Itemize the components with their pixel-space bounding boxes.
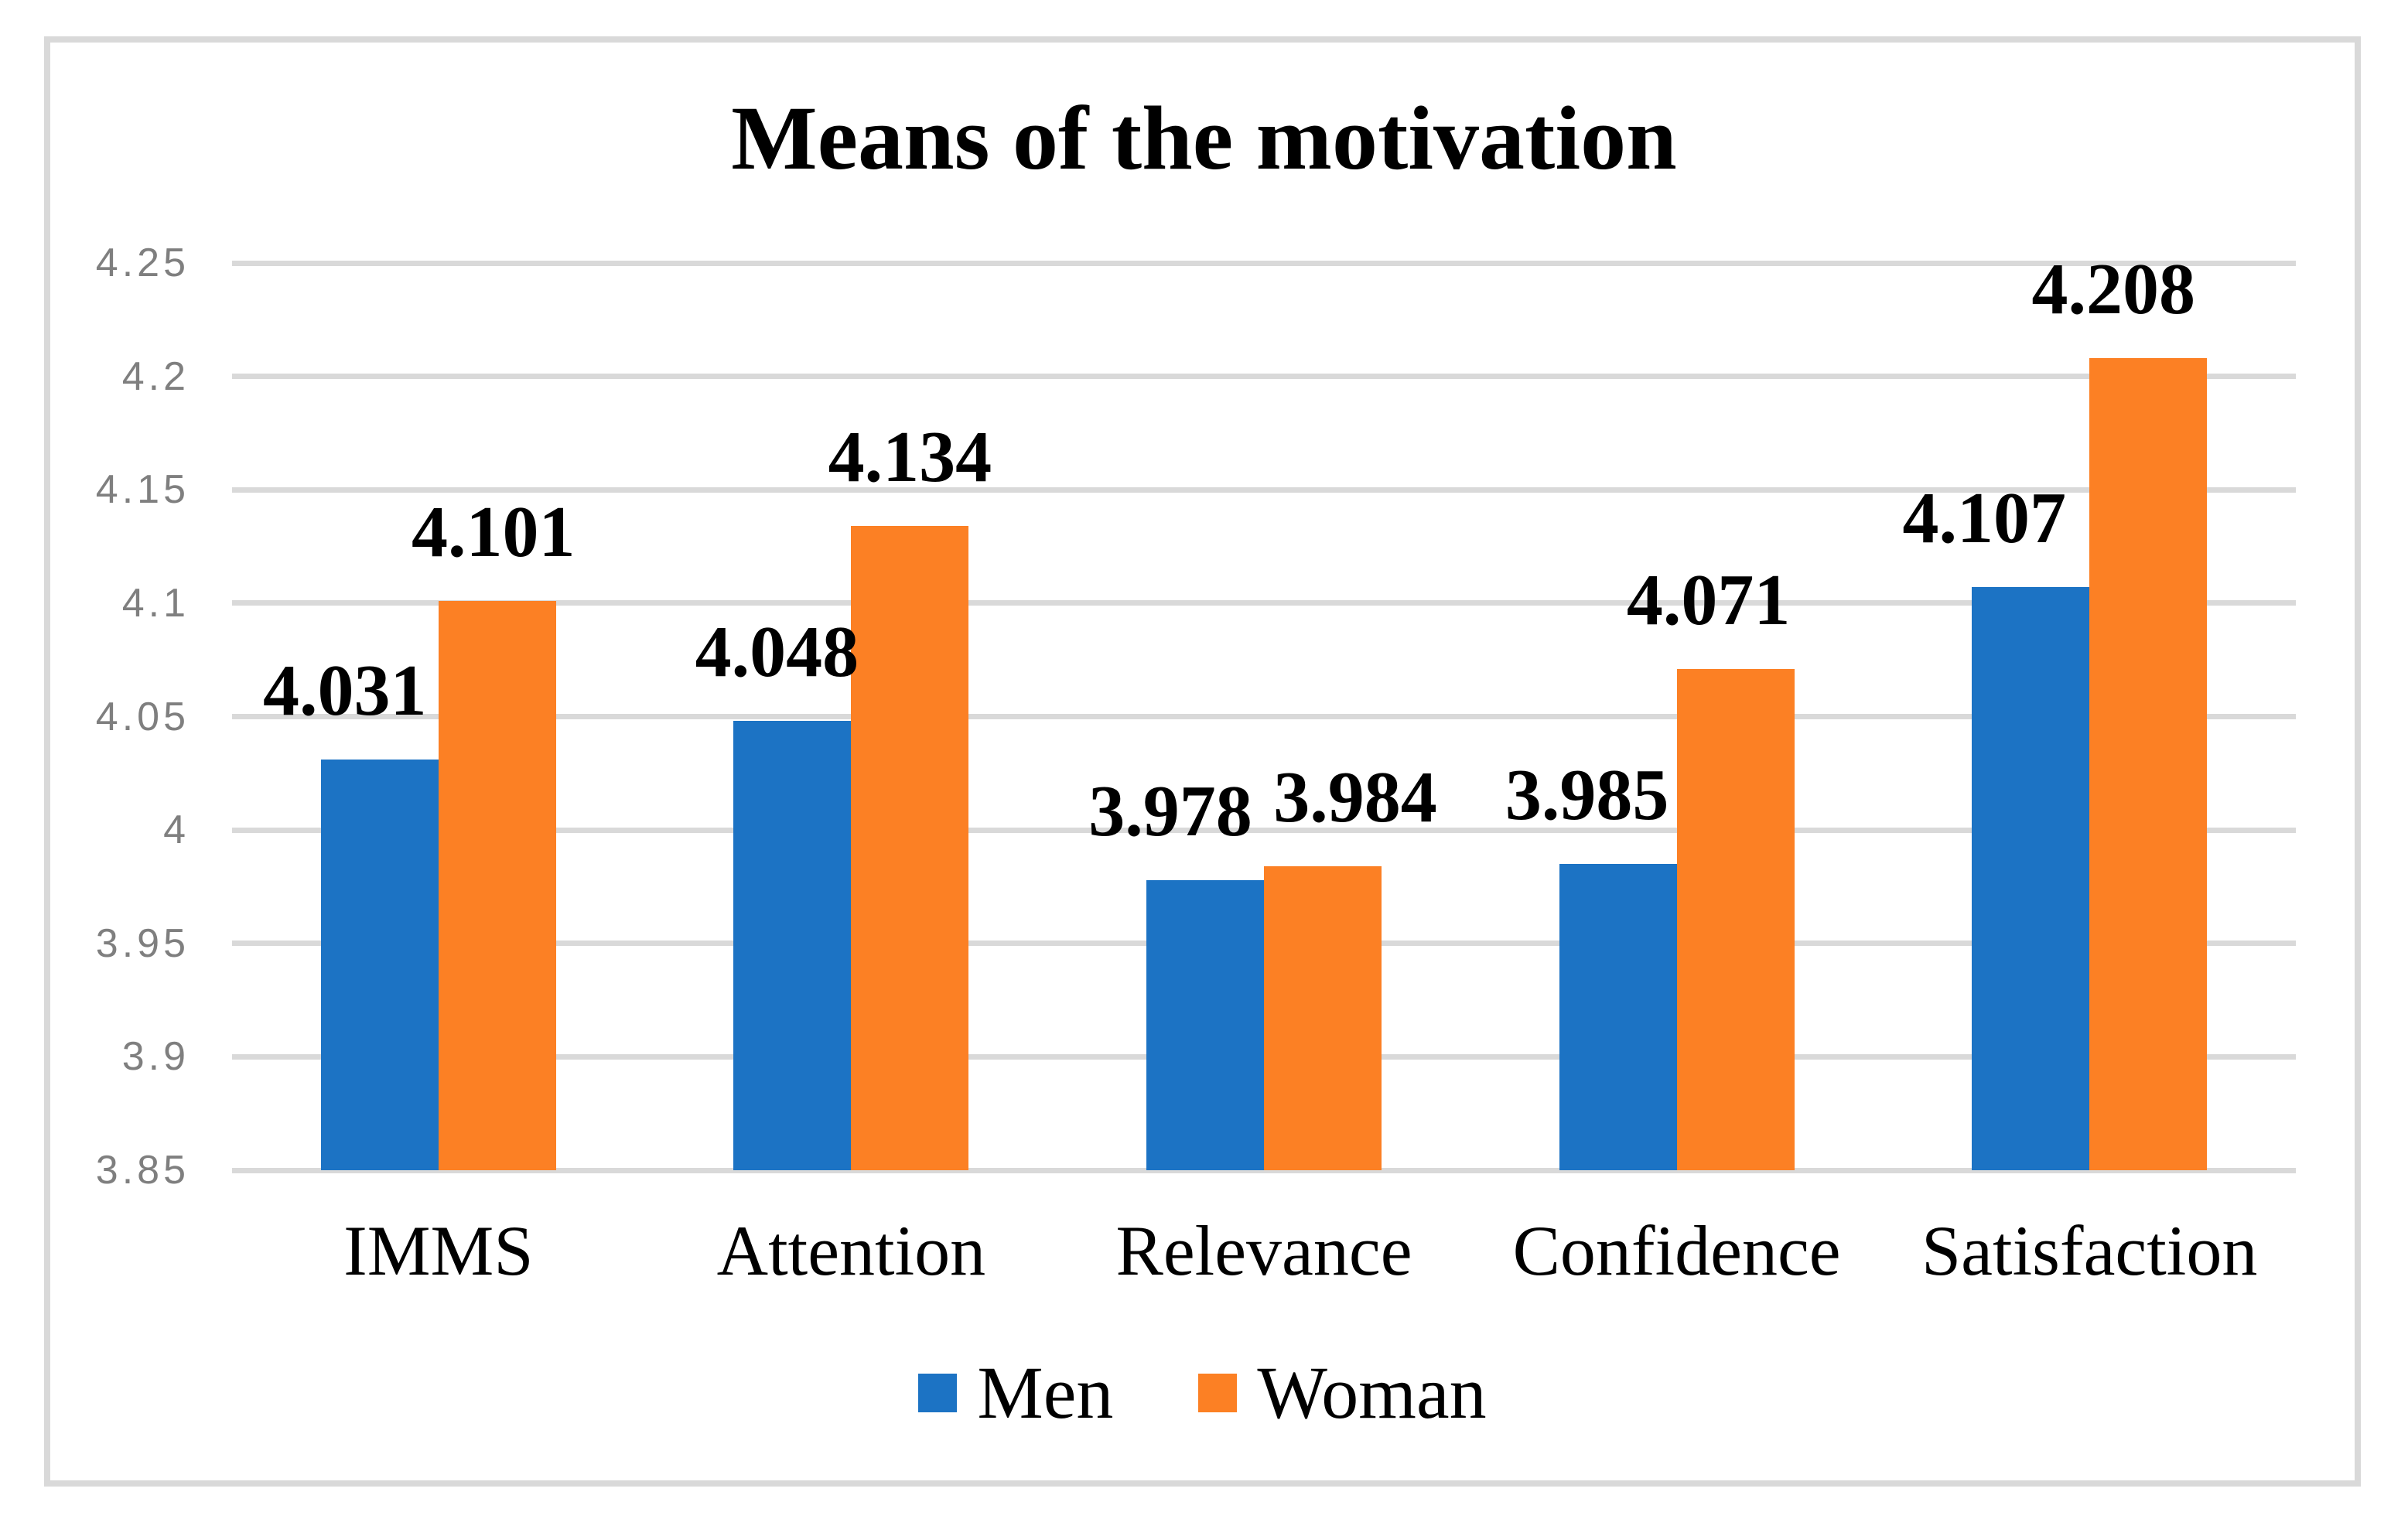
bar-woman-relevance	[1264, 866, 1382, 1170]
gridline	[232, 827, 2296, 833]
legend-swatch-woman-icon	[1198, 1373, 1238, 1412]
y-axis-tick-label: 3.95	[95, 920, 190, 966]
gridline	[232, 486, 2296, 493]
data-label-men-confidence: 3.985	[1505, 755, 1669, 836]
bar-men-confidence	[1559, 864, 1677, 1170]
bar-woman-imms	[438, 600, 556, 1170]
gridline	[232, 1167, 2296, 1173]
y-axis-tick-label: 4.25	[95, 241, 190, 285]
gridline	[232, 374, 2296, 380]
bar-woman-satisfaction	[2089, 358, 2208, 1170]
bar-men-imms	[320, 760, 439, 1170]
bar-woman-confidence	[1676, 668, 1795, 1170]
gridline	[232, 714, 2296, 719]
legend-swatch-men-icon	[918, 1373, 958, 1412]
data-label-woman-satisfaction: 4.208	[2031, 249, 2195, 330]
y-axis-tick-label: 4.05	[95, 694, 190, 739]
legend-label-woman: Woman	[1257, 1351, 1487, 1434]
x-axis-label-imms: IMMS	[343, 1211, 534, 1290]
data-label-woman-confidence: 4.071	[1626, 559, 1791, 640]
y-axis-tick-label: 3.9	[121, 1034, 190, 1080]
y-axis-tick-label: 4.1	[121, 580, 190, 626]
bar-men-satisfaction	[1972, 587, 2090, 1170]
data-label-woman-imms: 4.101	[412, 491, 576, 572]
bar-men-attention	[733, 721, 852, 1170]
y-axis-tick-label: 3.85	[95, 1148, 190, 1193]
data-label-men-relevance: 3.978	[1088, 770, 1252, 852]
legend-item-men: Men	[918, 1352, 1113, 1434]
y-axis-tick-label: 4.2	[121, 353, 190, 399]
legend-label-men: Men	[977, 1351, 1114, 1434]
bar-men-relevance	[1146, 879, 1264, 1170]
plot-area: 4.031 4.048 3.978 3.985 4.107 4.101 4.134 3.984…	[232, 253, 2296, 1173]
legend-item-woman: Woman	[1198, 1351, 1487, 1434]
data-label-men-imms: 4.031	[263, 650, 427, 732]
data-label-men-satisfaction: 4.107	[1902, 478, 2066, 559]
bar-woman-attention	[851, 526, 969, 1170]
x-axis-label-attention: Attention	[716, 1211, 986, 1290]
x-axis-label-relevance: Relevance	[1115, 1211, 1412, 1290]
chart-border-frame	[44, 36, 2361, 1487]
data-label-woman-relevance: 3.984	[1273, 757, 1437, 838]
data-label-men-attention: 4.048	[695, 612, 859, 693]
x-axis-label-confidence: Confidence	[1512, 1211, 1841, 1290]
gridline	[232, 260, 2296, 266]
gridline	[232, 600, 2296, 606]
legend: Men Woman	[44, 1352, 2361, 1434]
chart-title: Means of the motivation	[731, 87, 1677, 189]
y-axis-tick-label: 4	[163, 807, 190, 853]
data-label-woman-attention: 4.134	[828, 417, 992, 498]
x-axis-label-satisfaction: Satisfaction	[1921, 1211, 2258, 1290]
y-axis-tick-label: 4.15	[95, 467, 190, 513]
